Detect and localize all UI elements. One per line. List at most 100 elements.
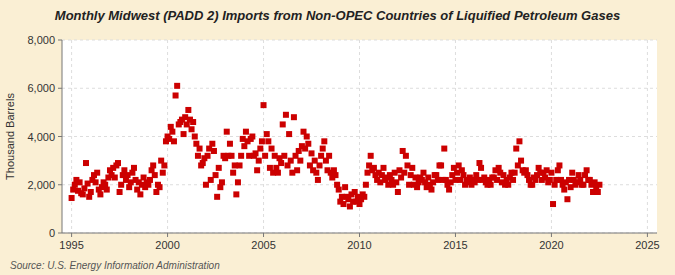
point (278, 160, 284, 166)
point (342, 184, 348, 190)
point (510, 177, 516, 183)
point (361, 194, 367, 200)
point (584, 167, 590, 173)
x-grid-line (647, 40, 648, 233)
y-tick-label: 0 (49, 227, 55, 239)
point (596, 182, 602, 188)
point (227, 141, 233, 147)
y-tick-label: 8,000 (27, 34, 55, 46)
point (161, 162, 167, 168)
point (83, 160, 89, 166)
point (150, 162, 156, 168)
point (112, 175, 118, 181)
y-tick (58, 88, 62, 89)
points (69, 83, 603, 210)
point (512, 170, 518, 176)
point (197, 146, 203, 152)
point (233, 191, 239, 197)
point (336, 187, 342, 193)
point (595, 189, 601, 195)
point (401, 170, 407, 176)
point (152, 172, 158, 178)
point (305, 141, 311, 147)
point (561, 187, 567, 193)
point (518, 158, 524, 164)
point (189, 126, 195, 132)
point (229, 153, 235, 159)
y-axis-line (62, 40, 63, 233)
point (243, 129, 249, 135)
point (181, 131, 187, 137)
point (137, 191, 143, 197)
x-tick-label: 2010 (347, 239, 371, 251)
point (249, 134, 255, 140)
y-axis-label: Thousand Barrels (4, 93, 16, 180)
point (550, 201, 556, 207)
x-tick (455, 233, 456, 237)
point (219, 179, 225, 185)
point (115, 160, 121, 166)
x-tick (551, 233, 552, 237)
point (157, 184, 163, 190)
point (173, 92, 179, 98)
point (294, 167, 300, 173)
point (262, 153, 268, 159)
point (297, 158, 303, 164)
x-tick-label: 2015 (443, 239, 467, 251)
axes: 02,0004,0006,0008,0001995200020052010201… (27, 34, 659, 251)
point (259, 138, 265, 144)
point (117, 189, 123, 195)
point (280, 121, 286, 127)
point (235, 179, 241, 185)
point (304, 134, 310, 140)
y-tick (58, 184, 62, 185)
point (315, 177, 321, 183)
point (192, 134, 198, 140)
point (291, 114, 297, 120)
point (321, 138, 327, 144)
point (237, 162, 243, 168)
point (516, 138, 522, 144)
point (77, 179, 83, 185)
x-tick-label: 2020 (539, 239, 563, 251)
point (309, 150, 315, 156)
x-axis-line (62, 233, 657, 234)
point (513, 146, 519, 152)
point (174, 83, 180, 89)
point (403, 153, 409, 159)
point (256, 158, 262, 164)
point (169, 129, 175, 135)
point (275, 170, 281, 176)
point (556, 162, 562, 168)
point (286, 131, 292, 137)
y-tick-label: 2,000 (27, 179, 55, 191)
point (257, 146, 263, 152)
point (548, 170, 554, 176)
point (333, 172, 339, 178)
point (205, 153, 211, 159)
point (131, 165, 137, 171)
point (195, 153, 201, 159)
point (69, 195, 75, 201)
y-grid-line (62, 233, 657, 234)
x-tick (647, 233, 648, 237)
x-tick-label: 2005 (251, 239, 275, 251)
point (380, 165, 386, 171)
point (564, 196, 570, 202)
point (281, 153, 287, 159)
point (428, 187, 434, 193)
point (363, 182, 369, 188)
point (171, 138, 177, 144)
point (441, 146, 447, 152)
x-tick (71, 233, 72, 237)
chart: 02,0004,0006,0008,0001995200020052010201… (0, 0, 675, 275)
point (213, 172, 219, 178)
point (254, 167, 260, 173)
point (88, 189, 94, 195)
point (190, 119, 196, 125)
point (94, 170, 100, 176)
point (214, 194, 220, 200)
point (160, 170, 166, 176)
x-grid-line (71, 40, 72, 233)
x-tick (359, 233, 360, 237)
